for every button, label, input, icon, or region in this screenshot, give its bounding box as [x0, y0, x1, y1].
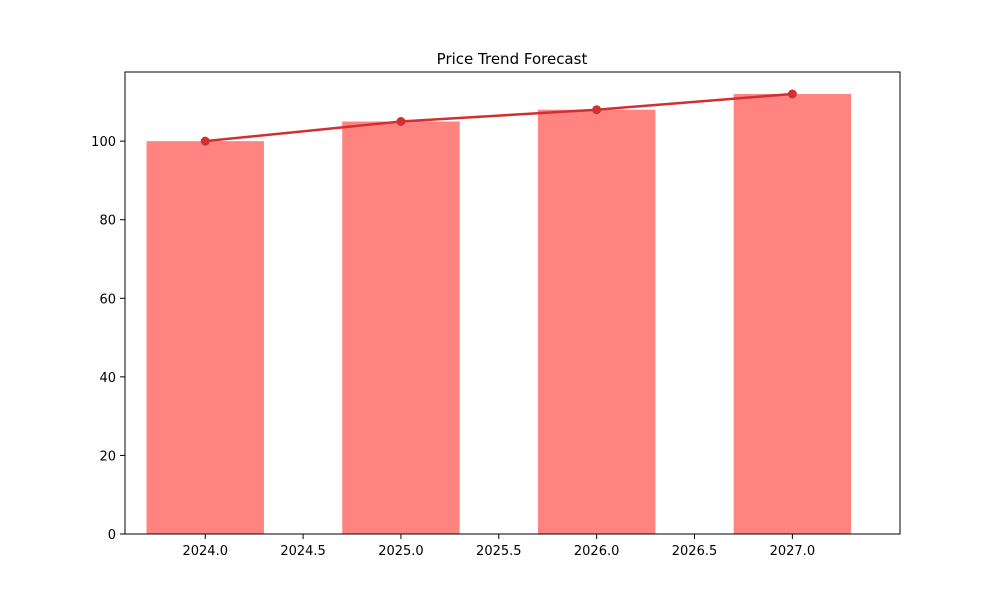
x-tick-label: 2026.5 [672, 544, 718, 559]
y-tick-label: 0 [108, 528, 116, 543]
bar-2024 [146, 141, 264, 534]
y-tick-label: 60 [99, 292, 116, 307]
chart-title: Price Trend Forecast [437, 50, 588, 68]
x-tick-label: 2026.0 [574, 544, 620, 559]
x-tick-label: 2027.0 [770, 544, 816, 559]
x-tick-label: 2025.0 [378, 544, 424, 559]
bar-2025 [342, 121, 460, 534]
y-tick-label: 40 [99, 371, 116, 386]
x-tick-label: 2025.5 [476, 544, 522, 559]
y-tick-label: 80 [99, 214, 116, 229]
bars-layer [146, 94, 852, 534]
line-layer [200, 89, 797, 146]
y-tick-label: 20 [99, 449, 116, 464]
bar-2026 [537, 109, 656, 534]
trend-line [205, 92, 793, 143]
y-tick-label: 100 [91, 135, 116, 150]
trend-point-2025 [396, 117, 406, 126]
plot-frame [124, 71, 901, 535]
x-tick-label: 2024.5 [280, 544, 326, 559]
trend-point-2024 [200, 136, 210, 146]
trend-point-2026 [592, 105, 602, 115]
axes-layer: 2024.0 2024.5 2025.0 2025.5 2026.0 2026.5 2027… [91, 71, 901, 559]
trend-point-2027 [787, 89, 797, 99]
x-tick-label: 2024.0 [182, 544, 228, 559]
bar-2027 [733, 94, 852, 534]
